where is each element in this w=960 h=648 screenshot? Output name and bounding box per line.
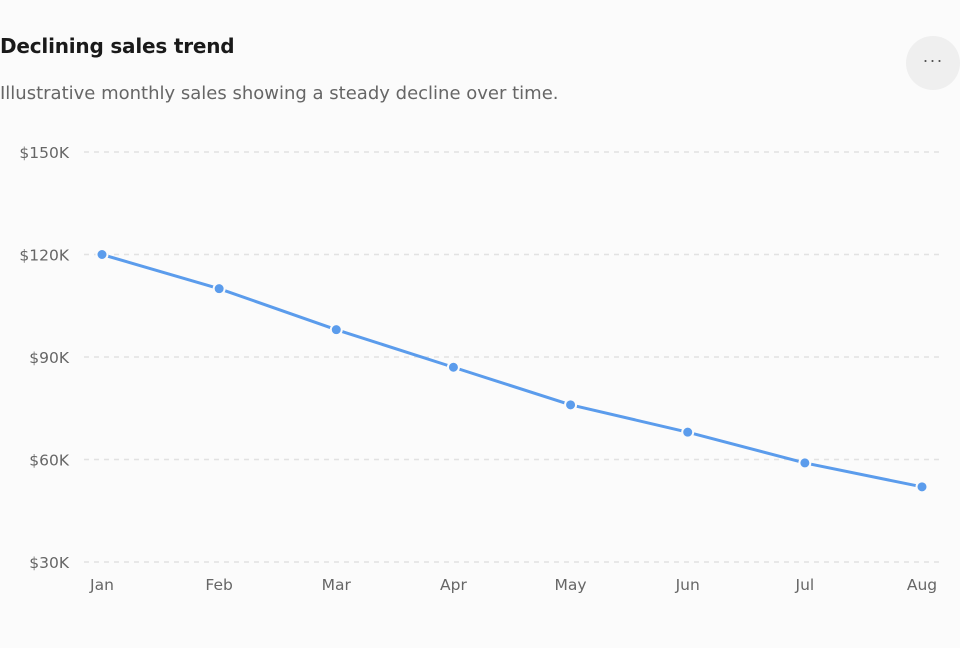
x-tick-label: Jun: [675, 576, 700, 594]
grid-lines: [84, 151, 942, 563]
x-tick-label: Mar: [322, 576, 352, 594]
y-tick-label: $30K: [29, 554, 70, 572]
y-tick-label: $150K: [19, 144, 69, 162]
x-tick-label: Apr: [440, 576, 467, 594]
x-axis-labels: Jan Feb Mar Apr May Jun Jul Aug: [89, 576, 937, 594]
data-point[interactable]: [446, 360, 460, 374]
y-tick-label: $90K: [29, 349, 70, 367]
data-point[interactable]: [212, 282, 226, 296]
series-line: [100, 253, 924, 489]
chart-subtitle: Illustrative monthly sales showing a ste…: [0, 83, 559, 104]
data-point[interactable]: [95, 248, 109, 261]
series-line-group: [100, 253, 924, 489]
chart-title: Declining sales trend: [0, 34, 235, 58]
x-tick-label: May: [555, 576, 587, 594]
data-point[interactable]: [915, 480, 929, 494]
y-axis-labels: $150K $120K $90K $60K $30K: [19, 144, 69, 572]
y-tick-label: $60K: [29, 452, 70, 470]
x-tick-label: Jan: [89, 576, 114, 594]
x-tick-label: Feb: [205, 576, 232, 594]
x-tick-label: Jul: [795, 576, 815, 594]
data-point[interactable]: [681, 425, 695, 439]
x-tick-label: Aug: [907, 576, 937, 594]
data-point[interactable]: [329, 323, 343, 337]
more-options-button[interactable]: ···: [906, 36, 960, 90]
data-point[interactable]: [564, 398, 578, 412]
series-points: [95, 248, 929, 494]
more-horizontal-icon: ···: [922, 50, 944, 70]
y-tick-label: $120K: [19, 247, 69, 265]
data-point[interactable]: [798, 456, 812, 470]
